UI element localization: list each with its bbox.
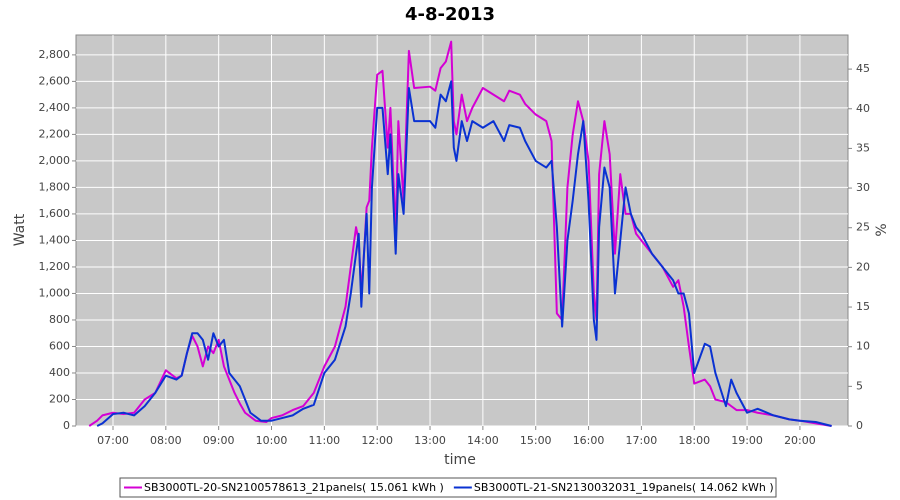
x-axis-label: time (444, 452, 476, 468)
y-axis-label: Watt (12, 213, 28, 246)
y2-tick-label: 15 (856, 300, 870, 313)
series-line (96, 80, 832, 427)
y-tick-label: 1,600 (39, 207, 71, 220)
y-tick-label: 2,000 (39, 154, 71, 167)
y-tick-label: 1,400 (39, 233, 71, 246)
legend (119, 477, 777, 498)
legend-label: SB3000TL-21-SN2130032031_19panels( 14.06… (474, 481, 774, 494)
x-tick-label: 11:00 (308, 434, 340, 447)
y-tick-label: 1,800 (39, 180, 71, 193)
y-tick-label: 800 (49, 313, 70, 326)
x-tick-label: 12:00 (361, 434, 393, 447)
y2-tick-label: 30 (856, 181, 870, 194)
grid (76, 35, 848, 427)
x-tick-label: 09:00 (203, 434, 235, 447)
y2-tick-label: 10 (856, 340, 870, 353)
x-tick-label: 20:00 (784, 434, 816, 447)
chart-title: 4-8-2013 (405, 4, 495, 25)
x-tick-label: 14:00 (467, 434, 499, 447)
x-tick-label: 19:00 (731, 434, 763, 447)
y2-tick-label: 20 (856, 260, 870, 273)
x-tick-label: 15:00 (520, 434, 552, 447)
x-tick-label: 18:00 (678, 434, 710, 447)
plot-area (75, 34, 849, 427)
y-tick-label: 2,400 (39, 101, 71, 114)
y-tick-label: 1,200 (39, 260, 71, 273)
y2-tick-label: 25 (856, 221, 870, 234)
y-tick-label: 2,800 (39, 48, 71, 61)
y2-axis-label: % (874, 223, 890, 236)
legend-label: SB3000TL-20-SN2100578613_21panels( 15.06… (144, 481, 444, 494)
y2-tick-label: 40 (856, 102, 870, 115)
x-tick-label: 16:00 (573, 434, 605, 447)
y-tick-label: 600 (49, 339, 70, 352)
y-tick-label: 0 (63, 419, 70, 432)
y-tick-label: 200 (49, 392, 70, 405)
x-tick-label: 10:00 (256, 434, 288, 447)
x-tick-label: 08:00 (150, 434, 182, 447)
y-tick-label: 1,000 (39, 286, 71, 299)
y-tick-label: 400 (49, 366, 70, 379)
y-tick-label: 2,600 (39, 74, 71, 87)
y2-tick-label: 35 (856, 141, 870, 154)
x-tick-label: 17:00 (626, 434, 658, 447)
y2-tick-label: 5 (856, 379, 863, 392)
x-tick-label: 13:00 (414, 434, 446, 447)
lines (88, 40, 832, 427)
y2-tick-label: 45 (856, 62, 870, 75)
y2-tick-label: 0 (856, 419, 863, 432)
x-tick-label: 07:00 (97, 434, 129, 447)
y-tick-label: 2,200 (39, 127, 71, 140)
